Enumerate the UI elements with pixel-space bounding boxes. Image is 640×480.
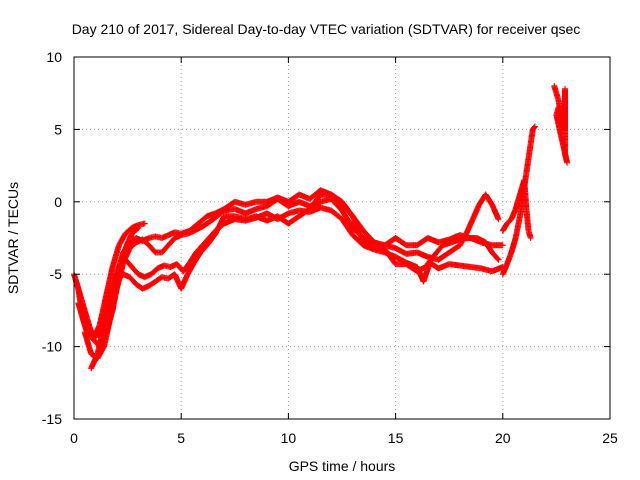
series-track-i — [551, 82, 571, 166]
data-points — [71, 82, 571, 372]
series-track-h — [499, 177, 534, 241]
x-tick-labels: 0 5 10 15 20 25 — [70, 430, 618, 446]
y-tick-label-0: 0 — [54, 194, 62, 210]
data-point-trail — [500, 178, 534, 240]
y-tick-label-minus10: -10 — [42, 339, 62, 355]
x-axis-label: GPS time / hours — [289, 458, 396, 474]
y-tick-label-10: 10 — [46, 49, 62, 65]
x-tick-label-0: 0 — [70, 430, 78, 446]
data-point-trail — [551, 84, 570, 165]
x-tick-label-20: 20 — [495, 430, 511, 446]
x-tick-label-15: 15 — [388, 430, 404, 446]
y-tick-labels: 10 5 0 -5 -10 -15 — [42, 49, 62, 427]
plot-frame — [73, 56, 611, 420]
data-point-trail — [97, 204, 505, 334]
y-tick-label-minus15: -15 — [42, 411, 62, 427]
series-track-d — [88, 191, 502, 372]
x-tick-label-5: 5 — [177, 430, 185, 446]
series-track-c — [96, 204, 506, 336]
x-tick-label-25: 25 — [602, 430, 618, 446]
y-tick-label-minus5: -5 — [50, 266, 63, 282]
y-axis-label: SDTVAR / TECUs — [5, 182, 21, 294]
y-tick-label-5: 5 — [54, 121, 62, 137]
data-point-trail — [88, 191, 501, 371]
chart-title: Day 210 of 2017, Sidereal Day-to-day VTE… — [72, 21, 581, 37]
data-point-trail — [73, 225, 141, 349]
x-tick-label-10: 10 — [281, 430, 297, 446]
